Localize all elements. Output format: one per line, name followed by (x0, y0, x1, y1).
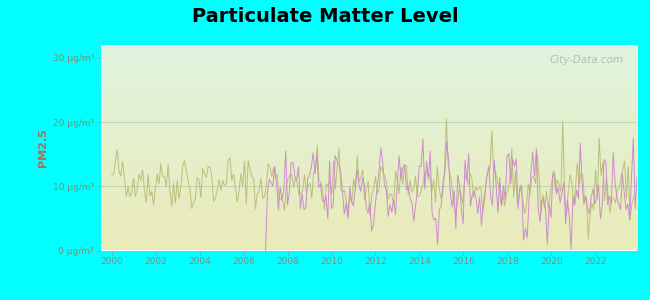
Text: Particulate Matter Level: Particulate Matter Level (192, 8, 458, 26)
Y-axis label: PM2.5: PM2.5 (38, 128, 48, 167)
Text: City-Data.com: City-Data.com (549, 55, 623, 65)
